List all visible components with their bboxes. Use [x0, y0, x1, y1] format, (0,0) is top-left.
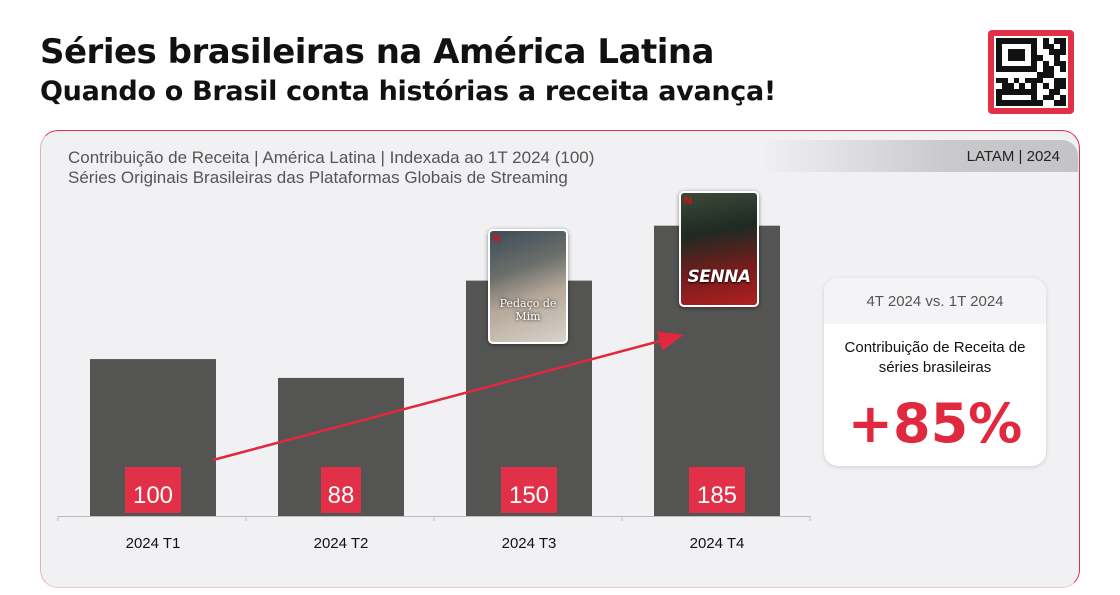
x-tick-label: 2024 T4 [690, 535, 745, 552]
data-label-box [125, 467, 181, 513]
callout-description: Contribuição de Receita de séries brasil… [844, 339, 1026, 376]
netflix-logo-icon: N [493, 233, 501, 245]
data-label: 100 [133, 482, 173, 509]
x-tick-label: 2024 T2 [314, 535, 369, 552]
region-tag-bar: LATAM | 2024 [760, 140, 1078, 172]
page-subtitle: Quando o Brasil conta histórias a receit… [40, 76, 776, 107]
callout-period: 4T 2024 vs. 1T 2024 [824, 278, 1046, 324]
netflix-logo-icon: N [684, 195, 692, 207]
page-title: Séries brasileiras na América Latina [40, 32, 715, 72]
chart-subtitle: Séries Originais Brasileiras das Platafo… [68, 168, 568, 187]
trend-arrow [212, 331, 684, 462]
region-tag: LATAM | 2024 [966, 148, 1060, 165]
qr-code [988, 30, 1074, 114]
data-label-box [689, 467, 745, 513]
qr-code-icon [994, 36, 1068, 108]
poster-title: Pedaço de Mim [499, 297, 557, 323]
x-tick-label: 2024 T3 [502, 535, 557, 552]
x-tick-label: 2024 T1 [126, 535, 181, 552]
callout-card: 4T 2024 vs. 1T 2024 Contribuição de Rece… [824, 278, 1046, 466]
chart-title: Contribuição de Receita | América Latina… [68, 148, 595, 167]
poster-title: SENNA [687, 267, 751, 287]
poster-pedaco-de-mim: N Pedaço de Mim [488, 229, 568, 344]
data-label-box [321, 467, 361, 513]
callout-value: +85% [847, 392, 1023, 455]
data-label: 185 [697, 482, 737, 509]
data-label-box [501, 467, 557, 513]
poster-senna: N SENNA [679, 191, 759, 307]
data-label: 150 [509, 482, 549, 509]
data-label: 88 [328, 482, 355, 509]
